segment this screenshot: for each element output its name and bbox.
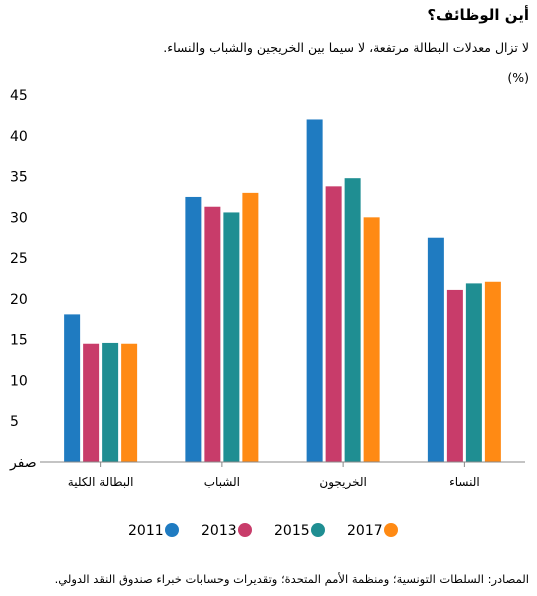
bar xyxy=(204,206,221,462)
category-label: الخريجون xyxy=(319,475,366,490)
bar xyxy=(306,119,323,462)
y-tick-label: 45 xyxy=(10,88,28,104)
y-tick-label: 40 xyxy=(10,129,28,145)
bars xyxy=(64,119,501,463)
legend-swatch xyxy=(311,523,325,537)
chart-title: أين الوظائف؟ xyxy=(427,6,529,24)
bar-chart: صفر 5 10 15 20 25 30 35 40 45 البطالة الكلية الشبا… xyxy=(9,88,525,539)
y-tick-label: 15 xyxy=(10,333,28,349)
bar xyxy=(64,314,81,462)
legend-swatch xyxy=(238,523,252,537)
bar xyxy=(242,192,259,462)
y-tick-label: صفر xyxy=(9,455,37,471)
legend-label: 2015 xyxy=(274,523,310,539)
bar xyxy=(185,196,202,462)
legend: 2011 2013 2015 2017 xyxy=(128,523,398,539)
y-tick-label: 10 xyxy=(10,373,28,389)
category-label: الشباب xyxy=(204,475,240,489)
legend-label: 2013 xyxy=(201,523,237,539)
bar xyxy=(484,281,501,462)
legend-label: 2017 xyxy=(347,523,383,539)
y-tick-label: 30 xyxy=(10,210,28,226)
y-tick-label: 25 xyxy=(10,251,28,267)
bar xyxy=(325,186,342,462)
y-tick-label: 35 xyxy=(10,170,28,186)
chart-subtitle: لا تزال معدلات البطالة مرتفعة، لا سيما ب… xyxy=(163,40,529,55)
bar xyxy=(223,212,240,462)
y-axis: صفر 5 10 15 20 25 30 35 40 45 xyxy=(9,88,37,471)
bar xyxy=(427,237,444,462)
legend-swatch xyxy=(384,523,398,537)
bar xyxy=(344,178,361,463)
legend-swatch xyxy=(165,523,179,537)
bar xyxy=(102,342,119,462)
category-label: النساء xyxy=(449,475,480,489)
x-axis: البطالة الكلية الشباب الخريجون النساء xyxy=(68,462,480,490)
unit-label: (%) xyxy=(507,70,529,85)
bar xyxy=(121,343,138,462)
bar xyxy=(363,217,380,462)
y-tick-label: 20 xyxy=(10,292,28,308)
y-tick-label: 5 xyxy=(10,414,19,430)
bar xyxy=(83,343,100,462)
bar xyxy=(446,289,463,462)
bar xyxy=(465,283,482,462)
source-note: المصادر: السلطات التونسية؛ ومنظمة الأمم … xyxy=(54,572,529,586)
category-label: البطالة الكلية xyxy=(68,475,134,489)
legend-label: 2011 xyxy=(128,523,164,539)
